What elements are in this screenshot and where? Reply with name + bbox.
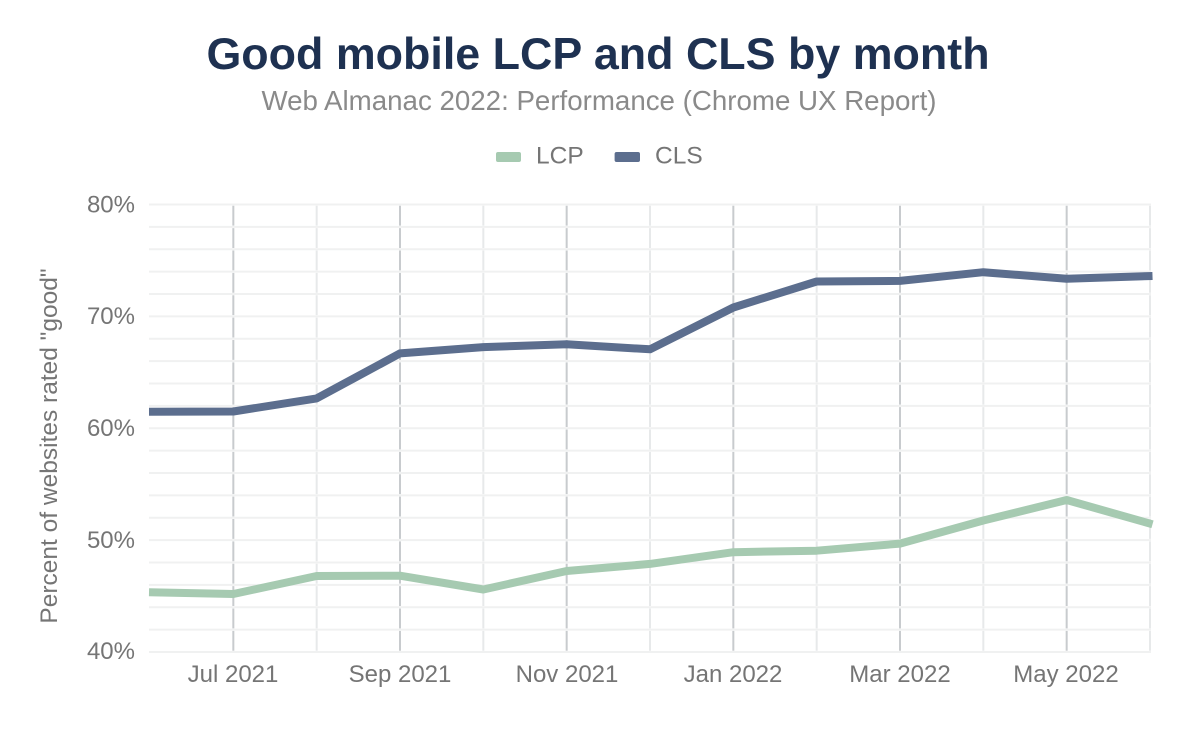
svg-text:Jan 2022: Jan 2022 xyxy=(684,661,783,688)
svg-text:40%: 40% xyxy=(87,638,135,665)
svg-text:Good mobile LCP and CLS by mon: Good mobile LCP and CLS by month xyxy=(206,29,989,79)
svg-text:May 2022: May 2022 xyxy=(1013,661,1118,688)
svg-text:60%: 60% xyxy=(87,415,135,442)
svg-text:CLS: CLS xyxy=(655,143,703,170)
svg-text:50%: 50% xyxy=(87,527,135,554)
svg-text:Jul 2021: Jul 2021 xyxy=(188,661,279,688)
svg-text:LCP: LCP xyxy=(536,143,584,170)
svg-text:Mar 2022: Mar 2022 xyxy=(849,661,950,688)
svg-text:Web Almanac 2022: Performance: Web Almanac 2022: Performance (Chrome UX… xyxy=(261,85,936,116)
svg-text:Percent of websites rated "goo: Percent of websites rated "good" xyxy=(36,268,63,623)
svg-text:Nov 2021: Nov 2021 xyxy=(516,661,619,688)
svg-text:70%: 70% xyxy=(87,303,135,330)
svg-text:Sep 2021: Sep 2021 xyxy=(349,661,452,688)
svg-text:80%: 80% xyxy=(87,191,135,218)
